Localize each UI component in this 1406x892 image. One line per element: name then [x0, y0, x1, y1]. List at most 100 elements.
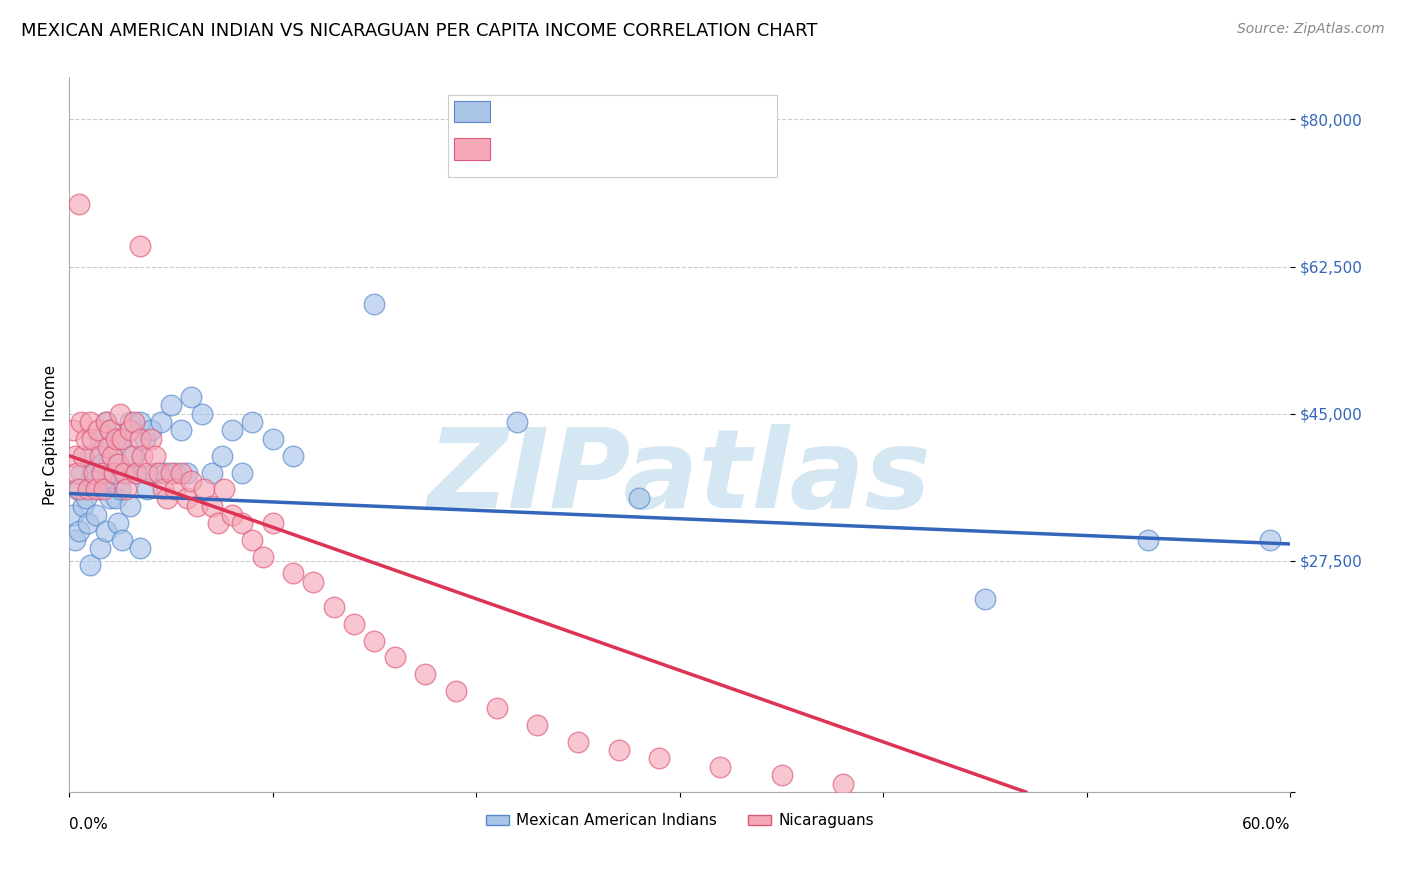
Point [221, 508, 243, 522]
Point [87, 483, 110, 497]
Text: R = -0.088   N = 61: R = -0.088 N = 61 [503, 103, 652, 119]
Point [94, 415, 117, 429]
Point [1136, 533, 1159, 547]
Point [180, 474, 202, 488]
Point [115, 466, 138, 480]
Point [107, 457, 129, 471]
Point [121, 449, 143, 463]
Point [152, 483, 174, 497]
Point [62, 508, 84, 522]
Point [186, 499, 208, 513]
Point [101, 449, 124, 463]
Point [90, 457, 112, 471]
Point [89, 432, 111, 446]
Point [526, 717, 548, 731]
Point [105, 491, 128, 505]
Point [281, 449, 304, 463]
Point [111, 533, 134, 547]
Point [212, 483, 235, 497]
Point [115, 483, 138, 497]
Point [89, 449, 111, 463]
Point [98, 491, 121, 505]
Point [97, 474, 120, 488]
Point [105, 432, 128, 446]
Point [75, 432, 97, 446]
FancyBboxPatch shape [454, 101, 491, 122]
Point [143, 449, 166, 463]
Point [84, 508, 107, 522]
Point [87, 424, 110, 438]
Point [139, 424, 162, 438]
Point [79, 449, 101, 463]
Point [125, 466, 148, 480]
Point [97, 440, 120, 454]
Point [262, 516, 284, 530]
Text: MEXICAN AMERICAN INDIAN VS NICARAGUAN PER CAPITA INCOME CORRELATION CHART: MEXICAN AMERICAN INDIAN VS NICARAGUAN PE… [21, 22, 818, 40]
Point [384, 650, 406, 665]
Point [148, 466, 170, 480]
Point [302, 574, 325, 589]
Point [103, 466, 125, 480]
Point [101, 449, 124, 463]
Point [231, 516, 253, 530]
Text: R = -0.484   N = 71: R = -0.484 N = 71 [503, 141, 652, 156]
Point [107, 516, 129, 530]
Point [831, 776, 853, 790]
Point [135, 483, 157, 497]
Point [221, 424, 243, 438]
Point [170, 424, 193, 438]
Text: 0.0%: 0.0% [69, 817, 108, 832]
Point [149, 415, 172, 429]
Point [124, 449, 146, 463]
Point [201, 499, 224, 513]
Point [72, 499, 94, 513]
Point [108, 483, 131, 497]
Point [129, 432, 152, 446]
Point [79, 558, 101, 572]
Point [567, 734, 589, 748]
Point [108, 432, 131, 446]
Point [180, 390, 202, 404]
Point [231, 466, 253, 480]
Point [65, 449, 87, 463]
Point [111, 432, 134, 446]
Point [415, 667, 437, 681]
Point [76, 483, 98, 497]
Point [76, 516, 98, 530]
Point [485, 701, 508, 715]
Point [94, 415, 117, 429]
Point [607, 743, 630, 757]
Point [160, 398, 183, 412]
Point [129, 541, 152, 556]
Point [262, 432, 284, 446]
Legend: Mexican American Indians, Nicaraguans: Mexican American Indians, Nicaraguans [479, 807, 880, 834]
Point [83, 474, 105, 488]
Point [120, 499, 142, 513]
Point [125, 466, 148, 480]
Point [65, 533, 87, 547]
Point [98, 424, 121, 438]
Point [108, 407, 131, 421]
Point [170, 466, 193, 480]
Point [112, 466, 135, 480]
Point [176, 466, 198, 480]
Point [129, 415, 152, 429]
Text: 60.0%: 60.0% [1241, 817, 1291, 832]
Point [134, 432, 156, 446]
Point [79, 415, 101, 429]
Point [242, 533, 264, 547]
Point [135, 466, 157, 480]
Point [67, 483, 90, 497]
Point [75, 491, 97, 505]
Point [281, 566, 304, 581]
Point [70, 415, 93, 429]
Point [165, 483, 187, 497]
Point [242, 415, 264, 429]
Point [165, 466, 187, 480]
Point [363, 297, 385, 311]
Point [80, 466, 103, 480]
Point [62, 424, 84, 438]
Y-axis label: Per Capita Income: Per Capita Income [44, 365, 58, 505]
Point [160, 466, 183, 480]
FancyBboxPatch shape [454, 138, 491, 160]
